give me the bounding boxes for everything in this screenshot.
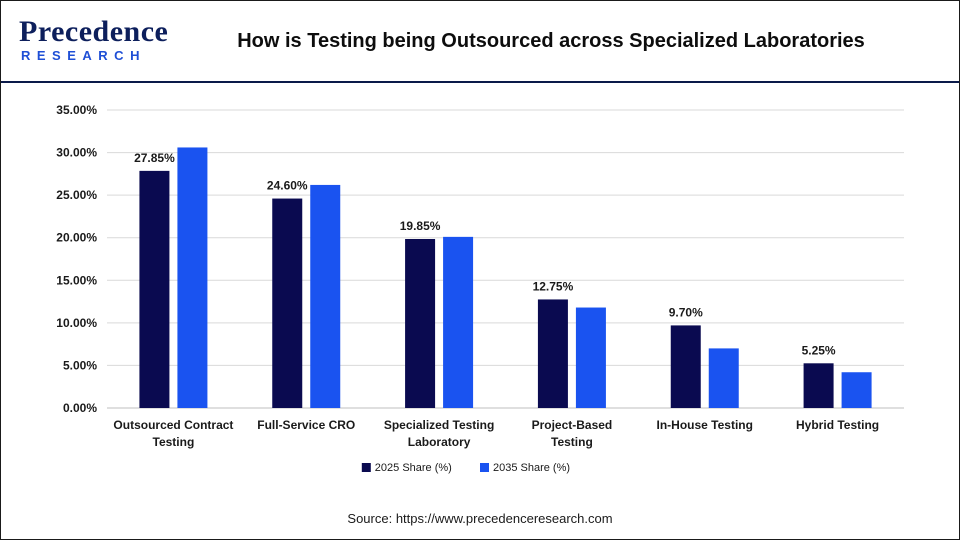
- y-tick-label: 15.00%: [56, 273, 97, 287]
- legend-swatch: [361, 463, 371, 472]
- bar-2025: [803, 363, 834, 408]
- x-tick-label: In-House Testing: [657, 418, 753, 432]
- bar-2025: [670, 325, 701, 408]
- bar-2025: [272, 198, 303, 408]
- x-tick-label: Laboratory: [408, 435, 471, 449]
- x-tick-label: Hybrid Testing: [796, 418, 879, 432]
- data-label: 12.75%: [533, 279, 574, 293]
- x-tick-label: Outsourced Contract: [113, 418, 233, 432]
- x-tick-label: Specialized Testing: [384, 418, 494, 432]
- bar-2025: [537, 299, 568, 408]
- y-tick-label: 35.00%: [56, 103, 97, 117]
- bar-2035: [841, 372, 872, 408]
- header: Precedence RESEARCH How is Testing being…: [1, 1, 959, 83]
- y-tick-label: 30.00%: [56, 146, 97, 160]
- y-tick-label: 0.00%: [63, 401, 97, 415]
- source-note: Source: https://www.precedenceresearch.c…: [347, 511, 612, 526]
- precedence-logo: Precedence RESEARCH: [19, 15, 169, 65]
- y-tick-label: 5.00%: [63, 358, 97, 372]
- data-label: 27.85%: [134, 151, 175, 165]
- x-tick-label: Project-Based: [532, 418, 613, 432]
- x-tick-label: Testing: [153, 435, 195, 449]
- data-label: 5.25%: [802, 343, 836, 357]
- bar-2035: [708, 348, 739, 408]
- bar-2035: [177, 147, 208, 408]
- legend-label: 2035 Share (%): [493, 462, 570, 474]
- legend-swatch: [480, 463, 489, 472]
- bar-chart: 0.00% 5.00% 10.00% 15.00% 20.00% 25.00% 30.00%…: [56, 103, 904, 526]
- bar-2035: [575, 307, 606, 408]
- x-tick-label: Testing: [551, 435, 593, 449]
- data-label: 9.70%: [669, 305, 703, 319]
- data-label: 24.60%: [267, 179, 308, 193]
- y-tick-label: 10.00%: [56, 316, 97, 330]
- bar-2025: [405, 238, 436, 408]
- bar-2035: [310, 184, 341, 408]
- logo-wordmark: Precedence: [19, 15, 169, 48]
- logo-subtitle: RESEARCH: [21, 48, 146, 63]
- chart-title: How is Testing being Outsourced across S…: [237, 30, 865, 52]
- bar-2025: [139, 170, 170, 408]
- legend-label: 2025 Share (%): [375, 462, 452, 474]
- y-tick-label: 20.00%: [56, 231, 97, 245]
- x-tick-label: Full-Service CRO: [257, 418, 355, 432]
- bar-2035: [443, 236, 474, 408]
- chart-area: 0.00% 5.00% 10.00% 15.00% 20.00% 25.00% 30.00%…: [1, 83, 959, 539]
- data-label: 19.85%: [400, 219, 441, 233]
- y-tick-label: 25.00%: [56, 188, 97, 202]
